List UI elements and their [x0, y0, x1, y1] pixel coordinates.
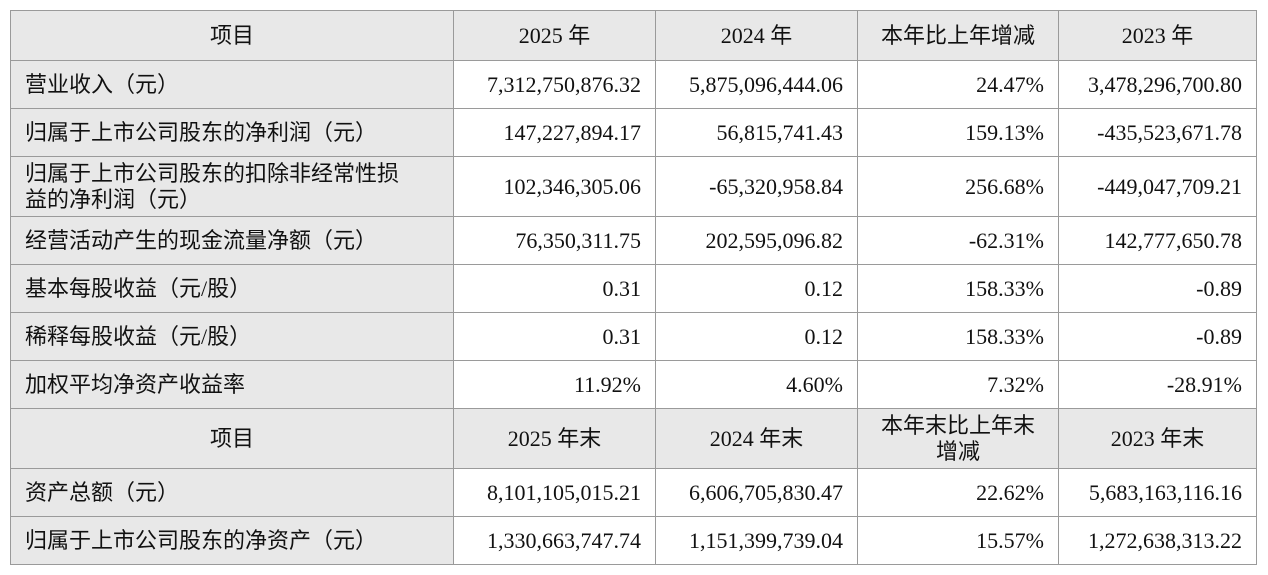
value-cell: 24.47%	[857, 60, 1059, 109]
value-cell: 3,478,296,700.80	[1058, 60, 1257, 109]
value-cell: 8,101,105,015.21	[453, 468, 656, 517]
header-cell: 2023 年	[1058, 10, 1257, 61]
header-row: 项目 2025 年 2024 年本年比上年增减 2023 年	[10, 10, 1257, 61]
data-row: 经营活动产生的现金流量净额（元） 76,350,311.75 202,595,096…	[10, 216, 1257, 265]
value-cell: 7.32%	[857, 360, 1059, 409]
header-cell: 2023 年末	[1058, 408, 1257, 469]
value-cell: -62.31%	[857, 216, 1059, 265]
value-cell: 0.31	[453, 264, 656, 313]
value-cell: 1,151,399,739.04	[655, 516, 858, 565]
row-label: 基本每股收益（元/股）	[10, 264, 454, 313]
header-cell: 项目	[10, 408, 454, 469]
value-cell: -435,523,671.78	[1058, 108, 1257, 157]
row-label: 归属于上市公司股东的净资产（元）	[10, 516, 454, 565]
value-cell: 15.57%	[857, 516, 1059, 565]
row-label: 资产总额（元）	[10, 468, 454, 517]
data-row: 营业收入（元） 7,312,750,876.32 5,875,096,444.06 2…	[10, 60, 1257, 109]
header-cell: 项目	[10, 10, 454, 61]
row-label: 经营活动产生的现金流量净额（元）	[10, 216, 454, 265]
value-cell: 158.33%	[857, 264, 1059, 313]
value-cell: 0.31	[453, 312, 656, 361]
row-label: 归属于上市公司股东的扣除非经常性损益的净利润（元）	[10, 156, 454, 217]
header-cell: 2025 年末	[453, 408, 656, 469]
header-cell: 2025 年	[453, 10, 656, 61]
header-cell: 2024 年末	[655, 408, 858, 469]
value-cell: 142,777,650.78	[1058, 216, 1257, 265]
data-row: 归属于上市公司股东的扣除非经常性损益的净利润（元） 102,346,305.06-…	[10, 156, 1257, 217]
row-label: 稀释每股收益（元/股）	[10, 312, 454, 361]
value-cell: 5,875,096,444.06	[655, 60, 858, 109]
header-cell: 2024 年	[655, 10, 858, 61]
row-label: 加权平均净资产收益率	[10, 360, 454, 409]
value-cell: 256.68%	[857, 156, 1059, 217]
header-cell: 本年比上年增减	[857, 10, 1059, 61]
data-row: 归属于上市公司股东的净资产（元） 1,330,663,747.74 1,151,39…	[10, 516, 1257, 565]
header-row: 项目 2025 年末 2024 年末 本年末比上年末增减 2023 年末	[10, 408, 1257, 469]
value-cell: -0.89	[1058, 312, 1257, 361]
data-row: 加权平均净资产收益率 11.92% 4.60% 7.32% -28.91%	[10, 360, 1257, 409]
header-cell: 本年末比上年末增减	[857, 408, 1059, 469]
data-row: 归属于上市公司股东的净利润（元） 147,227,894.17 56,815,741…	[10, 108, 1257, 157]
value-cell: -65,320,958.84	[655, 156, 858, 217]
value-cell: 22.62%	[857, 468, 1059, 517]
value-cell: 158.33%	[857, 312, 1059, 361]
value-cell: 5,683,163,116.16	[1058, 468, 1257, 517]
value-cell: 0.12	[655, 264, 858, 313]
value-cell: 7,312,750,876.32	[453, 60, 656, 109]
value-cell: 1,330,663,747.74	[453, 516, 656, 565]
value-cell: -449,047,709.21	[1058, 156, 1257, 217]
data-row: 稀释每股收益（元/股） 0.31 0.12 158.33% -0.89	[10, 312, 1257, 361]
value-cell: 56,815,741.43	[655, 108, 858, 157]
value-cell: 159.13%	[857, 108, 1059, 157]
value-cell: 102,346,305.06	[453, 156, 656, 217]
row-label: 归属于上市公司股东的净利润（元）	[10, 108, 454, 157]
row-label: 营业收入（元）	[10, 60, 454, 109]
value-cell: 0.12	[655, 312, 858, 361]
data-row: 资产总额（元） 8,101,105,015.21 6,606,705,830.47 2…	[10, 468, 1257, 517]
value-cell: 11.92%	[453, 360, 656, 409]
value-cell: 1,272,638,313.22	[1058, 516, 1257, 565]
table-body: 项目 2025 年 2024 年本年比上年增减 2023 年营业收入（元） 7,312,…	[10, 10, 1257, 565]
financial-table: 项目 2025 年 2024 年本年比上年增减 2023 年营业收入（元） 7,312,…	[10, 10, 1257, 565]
value-cell: -28.91%	[1058, 360, 1257, 409]
value-cell: -0.89	[1058, 264, 1257, 313]
data-row: 基本每股收益（元/股） 0.31 0.12 158.33% -0.89	[10, 264, 1257, 313]
value-cell: 202,595,096.82	[655, 216, 858, 265]
value-cell: 4.60%	[655, 360, 858, 409]
value-cell: 6,606,705,830.47	[655, 468, 858, 517]
value-cell: 147,227,894.17	[453, 108, 656, 157]
value-cell: 76,350,311.75	[453, 216, 656, 265]
